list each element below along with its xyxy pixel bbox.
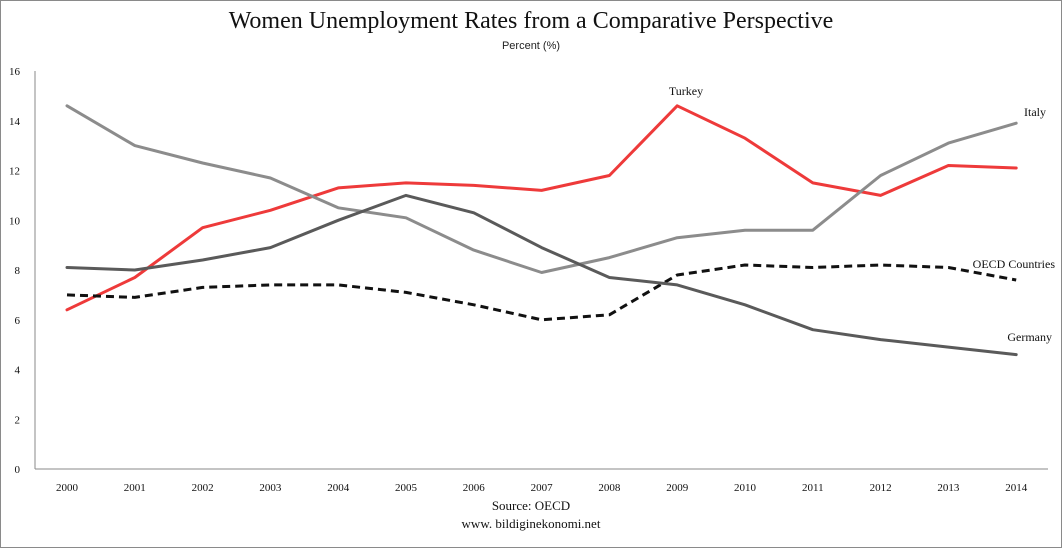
x-tick-label: 2010 (734, 482, 757, 494)
x-tick-label: 2011 (802, 482, 824, 494)
x-tick-label: 2002 (192, 482, 214, 494)
x-tick-label: 2013 (937, 482, 960, 494)
y-tick-label: 2 (15, 414, 21, 426)
series-label-oecd-countries: OECD Countries (973, 257, 1056, 271)
y-tick-label: 16 (9, 66, 21, 78)
x-tick-label: 2012 (870, 482, 892, 494)
y-tick-label: 6 (15, 315, 21, 327)
y-tick-label: 12 (9, 166, 20, 178)
website-note: www. bildiginekonomi.net (461, 516, 601, 531)
y-tick-label: 10 (9, 215, 21, 227)
x-tick-label: 2007 (531, 482, 554, 494)
chart-title: Women Unemployment Rates from a Comparat… (228, 8, 834, 34)
y-tick-label: 14 (9, 116, 21, 128)
y-tick-label: 4 (15, 365, 21, 377)
series-label-italy: Italy (1024, 105, 1046, 119)
x-tick-label: 2006 (463, 482, 486, 494)
x-tick-label: 2014 (1005, 482, 1028, 494)
series-line-italy (65, 104, 1018, 274)
chart-subtitle: Percent (%) (501, 40, 561, 52)
x-tick-label: 2004 (327, 482, 350, 494)
series-line-turkey (65, 104, 1018, 312)
series-line-oecd-countries (66, 263, 1017, 322)
series-line-germany (65, 193, 1018, 357)
x-tick-label: 2000 (56, 482, 79, 494)
x-tick-label: 2003 (259, 482, 282, 494)
x-tick-label: 2009 (666, 482, 689, 494)
series-label-turkey: Turkey (669, 84, 703, 98)
x-tick-label: 2001 (124, 482, 146, 494)
x-tick-label: 2005 (395, 482, 418, 494)
source-note: Source: OECD (491, 498, 571, 513)
x-tick-label: 2008 (598, 482, 621, 494)
series-label-germany: Germany (1007, 330, 1052, 344)
y-tick-label: 8 (15, 265, 21, 277)
y-tick-label: 0 (15, 464, 21, 476)
